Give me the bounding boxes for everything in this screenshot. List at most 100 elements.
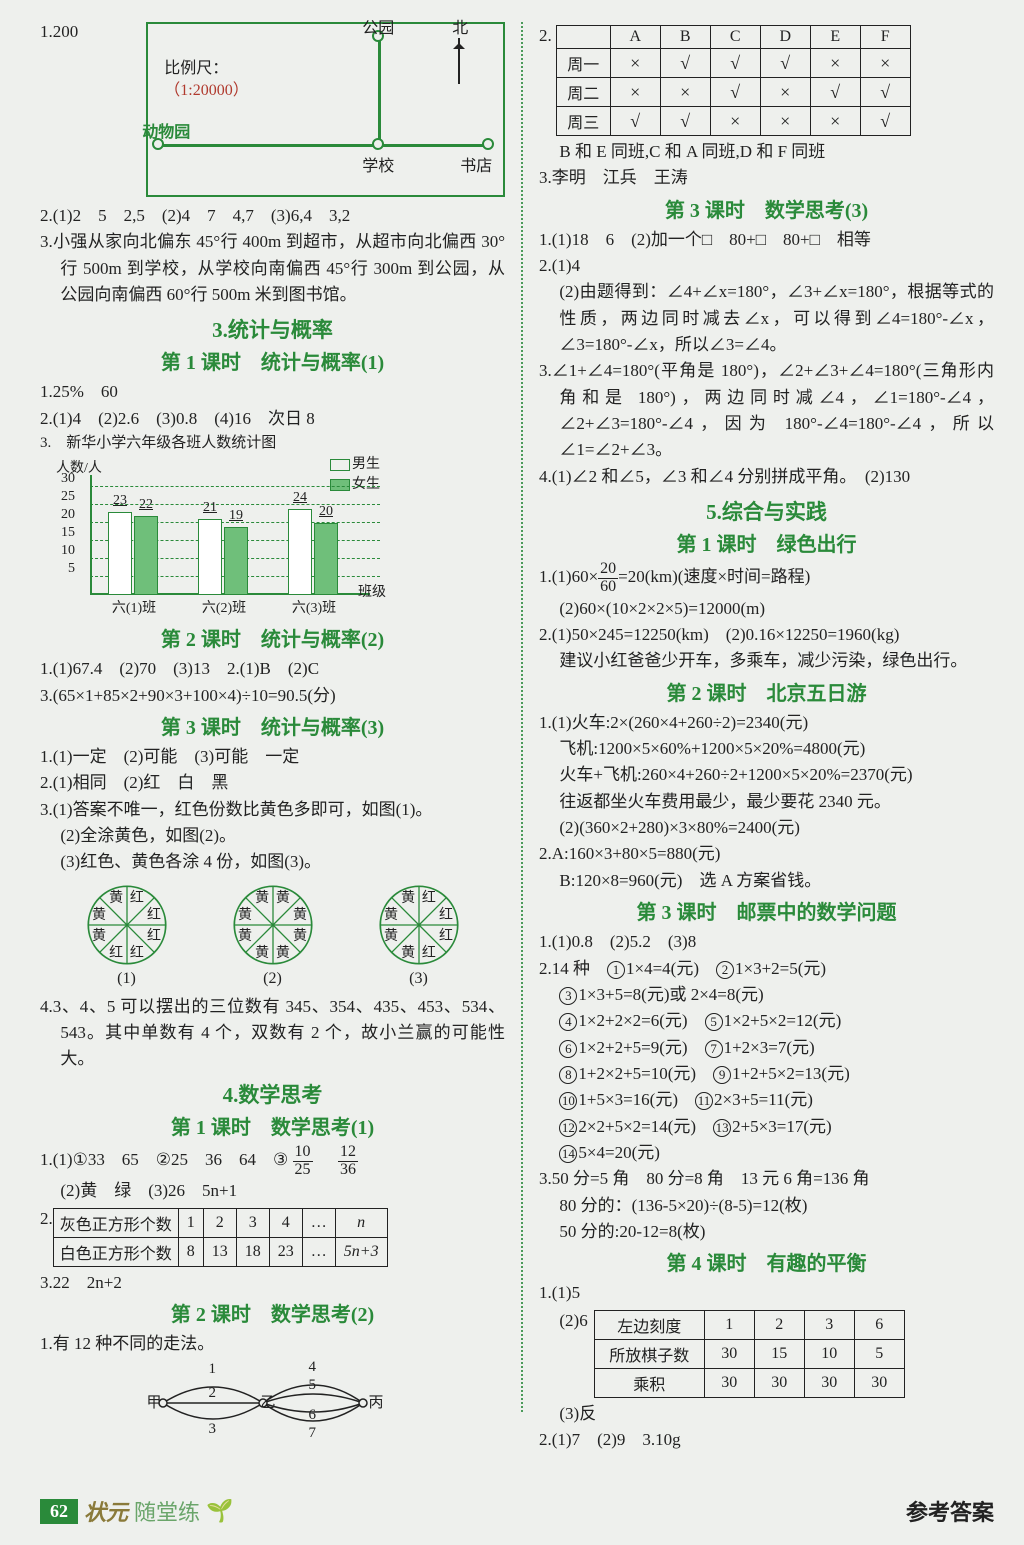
footer-left: 62 状元 随堂练 🌱 (40, 1495, 233, 1527)
legend-girl-box (330, 479, 350, 491)
bar-chart: 人数/人 男生 女生 5 10 15 20 25 30 23 22 六(1)班 … (50, 459, 380, 619)
s5l2-2a: 2.A:160×3+80×5=880(元) (539, 841, 994, 867)
section-4-title: 4.数学思考 (40, 1079, 505, 1109)
s3l1-1: 1.25% 60 (40, 379, 505, 405)
s5l1-2b: 建议小红爸爸少开车，多乘车，减少污染，绿色出行。 (539, 648, 994, 674)
s5l2-2b: B:120×8=960(元) 选 A 方案省钱。 (539, 868, 994, 894)
school-label: 学校 (362, 152, 394, 176)
s3l3-2: 2.(1)相同 (2)红 白 黑 (40, 770, 505, 796)
table-row: 左边刻度1236 (594, 1310, 904, 1339)
s5l2-1a: 1.(1)火车:2×(260×4+260÷2)=2340(元) (539, 710, 994, 736)
page-footer: 62 状元 随堂练 🌱 参考答案 (40, 1495, 994, 1527)
school-dot (372, 138, 384, 150)
t2-3: 3.李明 江兵 王涛 (539, 165, 994, 191)
s5l3-1: 1.(1)0.8 (2)5.2 (3)8 (539, 929, 994, 955)
s3l1-2: 2.(1)4 (2)2.6 (3)0.8 (4)16 次日 8 (40, 406, 505, 432)
route-diagram: 甲 乙 丙 1 2 3 4 5 6 7 (143, 1361, 403, 1445)
lesson-5-3-title: 第 3 课时 邮票中的数学问题 (539, 896, 994, 925)
section-3-title: 3.统计与概率 (40, 314, 505, 344)
table-balance: 左边刻度1236 所放棋子数3015105 乘积30303030 (594, 1310, 905, 1398)
table-row: 灰色正方形个数1234…n (53, 1208, 387, 1237)
table-row: 周三√√×××√ (556, 107, 910, 136)
table-row: 所放棋子数3015105 (594, 1339, 904, 1368)
right-column: 2. A B C D E F 周一×√√√×× 周二××√×√√ 周三√√×××… (539, 22, 994, 1453)
page-number-badge: 62 (40, 1499, 78, 1524)
lesson-3-2-title: 第 2 课时 统计与概率(2) (40, 623, 505, 652)
s5l1-1a: 1.(1)60×2060=20(km)(速度×时间=路程) (539, 561, 994, 596)
legend-boy-box (330, 459, 350, 471)
scale-value: （1:20000） (164, 76, 248, 100)
sprout-icon: 🌱 (206, 1498, 233, 1524)
q2-number: 2. (539, 26, 552, 46)
north-label: 北 (452, 14, 468, 38)
brand-zhuangyuan: 状元 (84, 1495, 128, 1527)
map-diagram: 比例尺： （1:20000） 公园 动物园 学校 书店 北 (146, 22, 505, 197)
s5l2-1c: 火车+飞机:260×4+260÷2+1200×5×20%=2370(元) (539, 762, 994, 788)
fraction-2: 1236 (338, 1144, 358, 1179)
s5l3-3c: 50 分的:20-12=8(枚) (539, 1219, 994, 1245)
scale-label: 比例尺： (164, 54, 228, 78)
s4l2-1: 1.有 12 种不同的走法。 (40, 1331, 505, 1357)
table-schedule: A B C D E F 周一×√√√×× 周二××√×√√ 周三√√×××√ (556, 25, 911, 136)
s4l1-1a: 1.(1)①33 65 ②25 36 64 ③ 1025 1236 (40, 1144, 505, 1179)
s3l2-1: 1.(1)67.4 (2)70 (3)13 2.(1)B (2)C (40, 656, 505, 682)
y-axis (90, 475, 92, 595)
column-separator (521, 22, 523, 1412)
chart-caption: 3. 新华小学六年级各班人数统计图 (40, 432, 505, 455)
table-row: 周一×√√√×× (556, 49, 910, 78)
s3l3-3a: 3.(1)答案不唯一，红色份数比黄色多即可，如图(1)。 (40, 797, 505, 823)
s5l2-1e: (2)(360×2+280)×3×80%=2400(元) (539, 815, 994, 841)
park-label: 公园 (362, 14, 394, 38)
legend-girl: 女生 (352, 477, 380, 492)
lesson-3-1-title: 第 1 课时 统计与概率(1) (40, 346, 505, 375)
s3l3-3b: (2)全涂黄色，如图(2)。 (40, 823, 505, 849)
lesson-4-1-title: 第 1 课时 数学思考(1) (40, 1111, 505, 1140)
s3l3-4: 4.3、4、5 可以摆出的三位数有 345、354、435、453、534、54… (40, 994, 505, 1073)
north-arrow (458, 38, 460, 84)
s4l3-2a: 2.(1)4 (539, 253, 994, 279)
lesson-5-1-title: 第 1 课时 绿色出行 (539, 528, 994, 557)
brand-suitanglian: 随堂练 (134, 1495, 200, 1527)
zoo-label: 动物园 (142, 118, 190, 142)
x-axis-label: 班级 (358, 581, 386, 601)
lesson-4-3-title: 第 3 课时 数学思考(3) (539, 194, 994, 223)
lesson-5-4-title: 第 4 课时 有趣的平衡 (539, 1247, 994, 1276)
table-row: 白色正方形个数8131823…5n+3 (53, 1237, 387, 1266)
q3-text: 3.小强从家向北偏东 45°行 400m 到超市，从超市向北偏西 30°行 50… (40, 229, 505, 308)
bookstore-label: 书店 (460, 152, 492, 176)
s5l4-1b: (2)6 (559, 1311, 587, 1331)
t2-note: B 和 E 同班,C 和 A 同班,D 和 F 同班 (539, 139, 994, 165)
s5l1-1b: (2)60×(10×2×2×5)=12000(m) (539, 596, 994, 622)
wheel-1: 红 红 红 红 红 黄 黄 黄 (1) (84, 882, 170, 988)
s3l2-3: 3.(65×1+85×2+90×3+100×4)÷10=90.5(分) (40, 683, 505, 709)
table-row: A B C D E F (556, 26, 910, 49)
s5l3-2: 2.14 种 11×4=4(元) 21×3+2=5(元) (539, 956, 994, 982)
two-column-layout: 1.200 比例尺： （1:20000） 公园 动物园 学校 书店 北 2.(1… (40, 22, 994, 1453)
fraction-1: 1025 (293, 1144, 313, 1179)
lesson-4-2-title: 第 2 课时 数学思考(2) (40, 1298, 505, 1327)
q1-number: 1.200 (40, 22, 78, 203)
s4l3-2b: (2)由题得到：∠4+∠x=180°，∠3+∠x=180°，根据等式的性质，两边… (539, 279, 994, 358)
wheel-3: 红 红 红 红 黄 黄 黄 黄 (3) (376, 882, 462, 988)
legend-boy: 男生 (352, 457, 380, 472)
bookstore-dot (482, 138, 494, 150)
s4l3-1: 1.(1)18 6 (2)加一个□ 80+□ 80+□ 相等 (539, 227, 994, 253)
s5l4-2: 2.(1)7 (2)9 3.10g (539, 1427, 994, 1453)
s4l1-1b: (2)黄 绿 (3)26 5n+1 (40, 1178, 505, 1204)
s5l4-1a: 1.(1)5 (539, 1280, 994, 1306)
reference-answers-label: 参考答案 (906, 1495, 994, 1527)
s4l3-4: 4.(1)∠2 和∠5，∠3 和∠4 分别拼成平角。 (2)130 (539, 464, 994, 490)
s5l3-3b: 80 分的：(136-5×20)÷(8-5)=12(枚) (539, 1193, 994, 1219)
section-5-title: 5.综合与实践 (539, 496, 994, 526)
s5l4-1c: (3)反 (539, 1401, 994, 1427)
s5l2-1d: 往返都坐火车费用最少，最少要花 2340 元。 (539, 789, 994, 815)
color-wheels: 红 红 红 红 红 黄 黄 黄 (1) (40, 882, 505, 988)
wheel-2: 黄 黄 黄 黄 黄 黄 黄 黄 (2) (230, 882, 316, 988)
q2-text: 2.(1)2 5 2,5 (2)4 7 4,7 (3)6,4 3,2 (40, 203, 505, 229)
s5l2-1b: 飞机:1200×5×60%+1200×5×20%=4800(元) (539, 736, 994, 762)
s3l3-1: 1.(1)一定 (2)可能 (3)可能 一定 (40, 744, 505, 770)
s3l3-3c: (3)红色、黄色各涂 4 份，如图(3)。 (40, 849, 505, 875)
table-row: 乘积30303030 (594, 1368, 904, 1397)
s5l3-3a: 3.50 分=5 角 80 分=8 角 13 元 6 角=136 角 (539, 1166, 994, 1192)
s4l3-3: 3.∠1+∠4=180°(平角是 180°)，∠2+∠3+∠4=180°(三角形… (539, 358, 994, 463)
